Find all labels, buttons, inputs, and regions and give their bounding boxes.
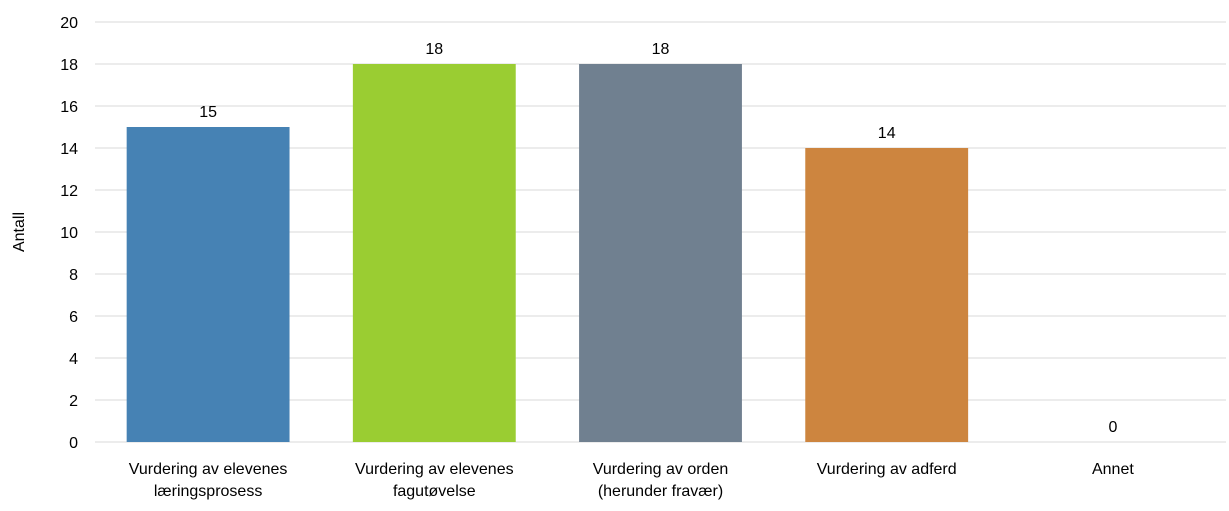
y-tick-label: 4 [69, 351, 78, 368]
y-axis-ticks: 0 2 4 6 8 10 12 14 16 18 20 [60, 15, 78, 452]
bar [579, 64, 742, 442]
y-tick-label: 8 [69, 267, 78, 284]
y-tick-label: 6 [69, 309, 78, 326]
bar [352, 64, 516, 442]
y-tick-label: 0 [69, 435, 78, 452]
data-label: 0 [1108, 419, 1117, 436]
x-category-label: Vurdering av adferd [817, 461, 957, 478]
x-category-label: Vurdering av elevenes læringsprosess [129, 461, 288, 500]
bar [126, 127, 290, 442]
x-category-label: Vurdering av elevenes fagutøvelse [355, 461, 514, 500]
bars [126, 64, 969, 442]
y-tick-label: 2 [69, 393, 78, 410]
x-category-label: Vurdering av orden (herunder fravær) [593, 461, 729, 500]
y-tick-label: 16 [60, 99, 78, 116]
x-category-label: Annet [1092, 461, 1134, 478]
y-axis-title: Antall [11, 212, 28, 252]
x-category-label-line: Annet [1092, 461, 1134, 478]
x-category-label-line: Vurdering av elevenes [355, 461, 514, 478]
data-label: 18 [425, 41, 443, 58]
y-tick-label: 20 [60, 15, 78, 32]
data-label: 14 [878, 125, 896, 142]
y-tick-label: 12 [60, 183, 78, 200]
x-category-label-line: Vurdering av adferd [817, 461, 957, 478]
data-label: 18 [652, 41, 670, 58]
data-label: 15 [199, 104, 217, 121]
data-labels: 15 18 18 14 0 [199, 41, 1117, 436]
y-tick-label: 10 [60, 225, 78, 242]
bar [805, 148, 969, 442]
x-category-label-line: Vurdering av elevenes [129, 461, 288, 478]
y-tick-label: 18 [60, 57, 78, 74]
x-category-label-line: læringsprosess [154, 483, 262, 500]
x-category-label-line: Vurdering av orden [593, 461, 729, 478]
x-axis-categories: Vurdering av elevenes læringsprosessVurde… [129, 461, 1135, 500]
x-category-label-line: fagutøvelse [393, 483, 476, 500]
y-tick-label: 14 [60, 141, 78, 158]
x-category-label-line: (herunder fravær) [598, 483, 723, 500]
